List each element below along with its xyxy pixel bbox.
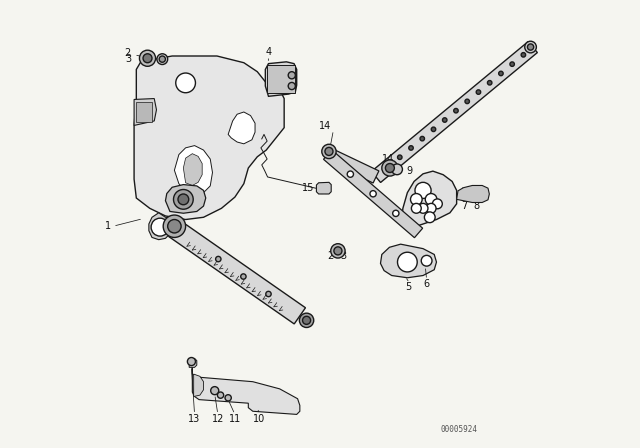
Circle shape	[300, 313, 314, 327]
Circle shape	[525, 41, 536, 53]
Circle shape	[288, 82, 296, 90]
Polygon shape	[134, 56, 284, 220]
Text: 8: 8	[474, 201, 480, 211]
Text: 9: 9	[406, 166, 412, 176]
Circle shape	[510, 62, 515, 66]
Text: 15: 15	[302, 183, 315, 193]
Circle shape	[168, 220, 181, 233]
Text: 11: 11	[228, 414, 241, 424]
Circle shape	[331, 244, 345, 258]
Polygon shape	[174, 146, 212, 195]
Polygon shape	[165, 185, 206, 213]
Polygon shape	[457, 185, 490, 202]
Circle shape	[382, 160, 398, 176]
Polygon shape	[149, 213, 172, 240]
Text: 00005924: 00005924	[441, 425, 478, 434]
Text: 10: 10	[253, 414, 266, 424]
Circle shape	[385, 164, 394, 172]
Circle shape	[476, 90, 481, 95]
Text: 4: 4	[266, 47, 271, 56]
Circle shape	[418, 203, 428, 213]
Circle shape	[392, 164, 403, 175]
Circle shape	[334, 247, 342, 255]
Circle shape	[241, 274, 246, 279]
Circle shape	[409, 146, 413, 150]
Circle shape	[322, 144, 336, 159]
Text: 14: 14	[319, 121, 331, 131]
Circle shape	[159, 56, 166, 62]
Circle shape	[412, 203, 421, 213]
Circle shape	[421, 255, 432, 266]
Circle shape	[188, 358, 195, 366]
Polygon shape	[169, 220, 305, 324]
Polygon shape	[189, 358, 197, 367]
Polygon shape	[184, 154, 202, 185]
Circle shape	[157, 54, 168, 65]
Circle shape	[216, 256, 221, 262]
Circle shape	[325, 147, 333, 155]
Text: 14: 14	[382, 155, 394, 164]
Circle shape	[521, 52, 525, 57]
Polygon shape	[326, 148, 379, 183]
Text: 1: 1	[105, 221, 111, 231]
Circle shape	[225, 395, 231, 401]
Circle shape	[143, 54, 152, 63]
Bar	[267, 65, 295, 93]
Circle shape	[266, 291, 271, 297]
Text: 13: 13	[188, 414, 201, 424]
Circle shape	[410, 194, 422, 205]
Circle shape	[140, 50, 156, 66]
Polygon shape	[266, 62, 297, 96]
Text: 2: 2	[327, 251, 333, 261]
Circle shape	[415, 182, 431, 198]
Circle shape	[426, 203, 436, 213]
Text: 6: 6	[424, 280, 429, 289]
Circle shape	[288, 72, 296, 79]
Circle shape	[348, 171, 353, 177]
Circle shape	[397, 155, 402, 159]
Bar	[136, 102, 152, 122]
Circle shape	[488, 81, 492, 85]
Text: 3: 3	[340, 251, 347, 261]
Polygon shape	[380, 244, 436, 278]
Circle shape	[163, 215, 186, 237]
Text: 7: 7	[461, 201, 467, 211]
Polygon shape	[371, 42, 538, 182]
Polygon shape	[192, 361, 300, 414]
Circle shape	[424, 212, 435, 223]
Circle shape	[499, 71, 503, 76]
Polygon shape	[228, 112, 255, 144]
Text: 3: 3	[125, 54, 131, 64]
Circle shape	[397, 252, 417, 272]
Circle shape	[218, 392, 224, 398]
Text: 5: 5	[406, 282, 412, 292]
Polygon shape	[194, 374, 204, 396]
Circle shape	[431, 127, 436, 132]
Circle shape	[151, 218, 169, 236]
Circle shape	[303, 316, 310, 324]
Circle shape	[442, 118, 447, 122]
Circle shape	[173, 190, 193, 209]
Circle shape	[527, 44, 534, 50]
Circle shape	[178, 194, 189, 205]
Circle shape	[425, 194, 437, 205]
Circle shape	[465, 99, 470, 103]
Polygon shape	[134, 99, 157, 125]
Circle shape	[420, 136, 424, 141]
Text: 12: 12	[212, 414, 224, 424]
Circle shape	[454, 108, 458, 113]
Circle shape	[393, 210, 399, 216]
Polygon shape	[401, 171, 457, 228]
Circle shape	[370, 191, 376, 197]
Circle shape	[176, 73, 195, 93]
Polygon shape	[316, 182, 332, 194]
Text: 2: 2	[125, 48, 131, 58]
Polygon shape	[324, 150, 422, 238]
Circle shape	[433, 199, 442, 209]
Circle shape	[211, 387, 219, 395]
